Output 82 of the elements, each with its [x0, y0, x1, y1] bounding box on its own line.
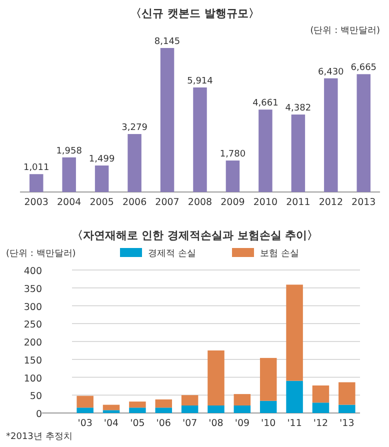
bar: [258, 110, 272, 192]
data-label: 5,914: [187, 76, 214, 86]
x-tick-label: '13: [340, 418, 354, 429]
bar: [356, 74, 371, 192]
y-axis-title: (단위 : 백만달러): [6, 249, 76, 259]
data-label: 6,430: [318, 67, 344, 78]
x-tick-label: '07: [182, 418, 198, 429]
x-tick-label: 2008: [188, 197, 212, 208]
data-label: 3,279: [122, 123, 148, 134]
bar: [324, 78, 338, 192]
data-label: 1,958: [56, 146, 82, 156]
bar: [160, 48, 174, 192]
x-tick-label: '09: [234, 418, 250, 429]
x-tick-label: 2004: [56, 197, 82, 208]
data-label: 8,145: [154, 37, 180, 47]
x-tick-label: 2007: [155, 197, 180, 208]
bar: [208, 350, 224, 406]
bar: [291, 114, 306, 192]
x-tick-label: '08: [208, 418, 224, 429]
bar: [129, 402, 146, 408]
bar: [286, 284, 303, 381]
bar: [128, 134, 142, 192]
x-tick-label: 2012: [318, 197, 344, 208]
data-label: 1,011: [23, 163, 50, 174]
x-tick-label: 2013: [352, 197, 376, 208]
bar: [155, 408, 172, 413]
chart-title: 〈신규 캣본드 발행규모〉: [130, 7, 260, 20]
y-tick-label: 100: [24, 373, 42, 384]
bar: [102, 404, 120, 410]
legend-label: 보험 손실: [260, 249, 299, 259]
y-tick-label: 50: [30, 391, 42, 402]
bar: [260, 358, 277, 401]
y-tick-label: 0: [36, 409, 42, 420]
bar: [260, 400, 277, 413]
bar: [181, 395, 198, 406]
bar: [29, 174, 44, 192]
x-tick-label: '04: [104, 418, 119, 429]
y-tick-label: 350: [24, 284, 42, 295]
x-tick-label: '06: [156, 418, 171, 429]
bar: [193, 87, 207, 192]
bar: [76, 408, 94, 413]
x-tick-label: 2006: [122, 197, 147, 208]
text: *2013년 추정치: [6, 432, 72, 442]
bar: [155, 399, 172, 408]
chart-title: 〈자연재해로 인한 경제적손실과 보험손실 추이〉: [72, 229, 318, 242]
x-tick-label: '03: [78, 418, 92, 429]
y-tick-label: 400: [24, 266, 42, 277]
bar: [76, 396, 94, 408]
x-tick-label: 2009: [220, 197, 245, 208]
x-tick-label: '10: [261, 418, 276, 429]
x-tick-label: '05: [130, 418, 145, 429]
data-label: 4,661: [252, 98, 278, 109]
bar: [286, 380, 303, 413]
legend-label: 경제적 손실: [148, 249, 196, 259]
bar: [102, 410, 120, 413]
data-label: 6,665: [350, 63, 377, 74]
data-label: 1,780: [220, 150, 246, 160]
text: (단위 : 백만달러): [310, 26, 380, 36]
data-label: 1,499: [88, 154, 115, 164]
x-tick-label: '11: [287, 418, 302, 429]
x-tick-label: 2011: [286, 197, 310, 208]
y-tick-label: 300: [24, 302, 42, 313]
bar: [181, 405, 198, 413]
bar: [338, 404, 356, 413]
bar: [312, 402, 330, 413]
bar: [234, 405, 251, 413]
data-label: 4,382: [285, 104, 312, 114]
bar: [129, 408, 146, 413]
bar: [208, 405, 224, 413]
bar: [62, 157, 76, 192]
bar: [312, 385, 330, 403]
bar: [226, 160, 240, 192]
x-tick-label: 2003: [24, 197, 48, 208]
bar: [338, 382, 356, 405]
y-tick-label: 250: [24, 320, 42, 331]
bar: [234, 394, 251, 406]
y-tick-label: 150: [24, 355, 42, 366]
bar: [94, 166, 109, 192]
x-tick-label: 2010: [253, 197, 278, 208]
y-tick-label: 200: [24, 338, 42, 348]
x-tick-label: 2005: [90, 197, 114, 208]
x-tick-label: '12: [313, 418, 328, 429]
